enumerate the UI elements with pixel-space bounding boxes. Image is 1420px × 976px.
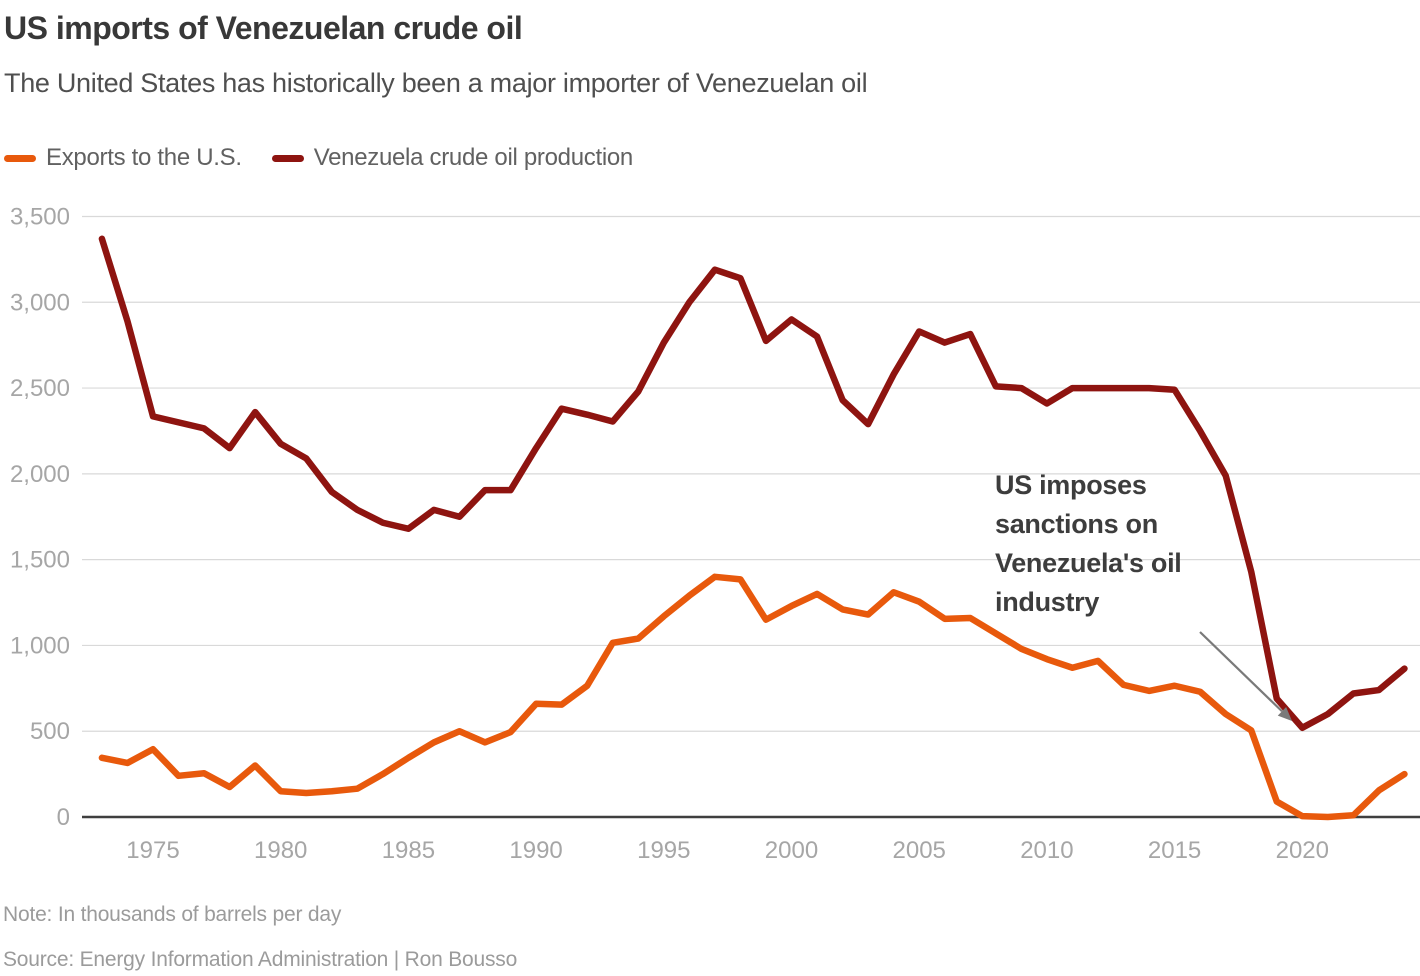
annotation-arrowhead-icon	[1277, 706, 1292, 721]
y-axis-label: 3,500	[10, 204, 70, 231]
y-axis-label: 2,000	[10, 461, 70, 488]
exports-line	[98, 573, 1408, 821]
x-axis-label: 2010	[1020, 837, 1073, 864]
y-axis-label: 0	[57, 804, 70, 831]
chart-source: Source: Energy Information Administratio…	[3, 948, 518, 971]
chart-note: Note: In thousands of barrels per day	[3, 903, 342, 926]
annotation-arrow-line	[1199, 631, 1283, 713]
production-series-swatch-icon	[271, 154, 304, 162]
exports-series-swatch-icon	[4, 154, 36, 162]
x-axis-label: 1995	[637, 837, 690, 864]
x-axis-label: 1990	[509, 837, 562, 864]
legend: Exports to the U.S. Venezuela crude oil …	[4, 144, 633, 172]
x-axis-label: 1975	[126, 837, 179, 864]
x-axis-label: 2020	[1276, 837, 1329, 864]
x-axis-label: 2015	[1148, 837, 1201, 864]
x-axis-label: 1985	[382, 837, 435, 864]
y-axis-label: 500	[30, 718, 70, 745]
y-axis-label: 2,500	[10, 375, 70, 402]
y-axis-label: 1,000	[10, 632, 70, 659]
legend-item-exports: Exports to the U.S.	[4, 144, 242, 172]
annotation-line: sanctions on	[995, 509, 1158, 539]
chart-subtitle: The United States has historically been …	[4, 68, 868, 98]
x-axis-label: 2005	[893, 837, 946, 864]
annotation-line: industry	[995, 587, 1100, 617]
sanctions-annotation: US imposes sanctions on Venezuela's oil …	[995, 466, 1245, 622]
y-axis-label: 3,000	[10, 289, 70, 316]
annotation-line: Venezuela's oil	[995, 548, 1182, 578]
legend-label-exports: Exports to the U.S.	[46, 144, 242, 171]
annotation-line: US imposes	[995, 470, 1147, 500]
legend-item-production: Venezuela crude oil production	[271, 144, 634, 172]
y-axis-label: 1,500	[10, 547, 70, 574]
x-axis-label: 1980	[254, 837, 307, 864]
legend-label-production: Venezuela crude oil production	[313, 144, 634, 171]
chart-title: US imports of Venezuelan crude oil	[4, 10, 523, 46]
production-line	[98, 235, 1408, 732]
x-axis-label: 2000	[765, 837, 818, 864]
